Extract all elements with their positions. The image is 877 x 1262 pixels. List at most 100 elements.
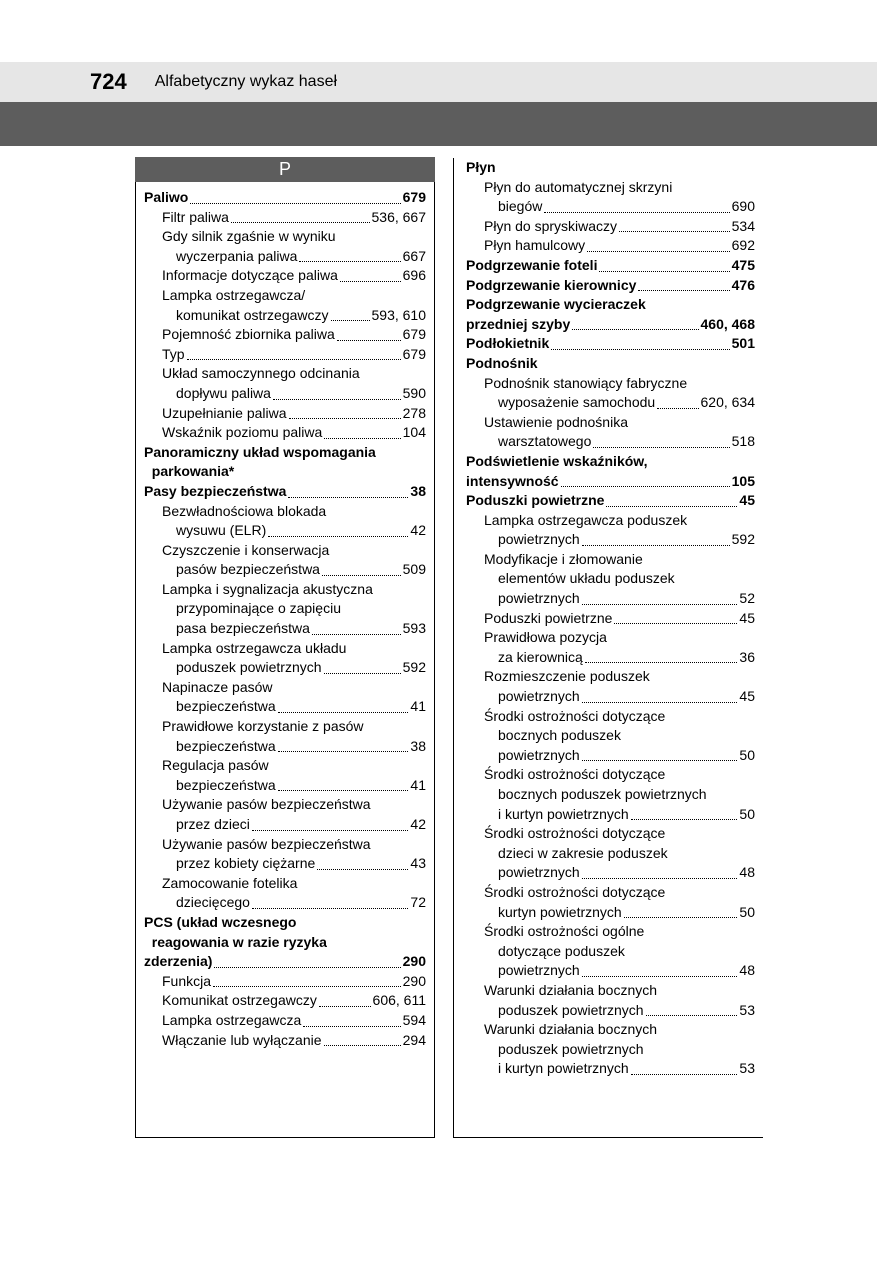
index-entry: powietrznych52 <box>466 589 755 609</box>
index-line: Ustawienie podnośnika <box>466 413 755 433</box>
index-page: 53 <box>739 1001 755 1021</box>
index-page: 38 <box>410 737 426 757</box>
index-line: Lampka ostrzegawcza układu <box>144 639 426 659</box>
index-list-left: Paliwo679Filtr paliwa536, 667Gdy silnik … <box>144 188 426 1050</box>
index-page: 518 <box>732 432 755 452</box>
index-label: wyczerpania paliwa <box>176 247 297 267</box>
index-label: powietrznych <box>498 687 580 707</box>
index-label: poduszek powietrznych <box>176 658 322 678</box>
index-page: 501 <box>732 334 755 354</box>
index-label: kurtyn powietrznych <box>498 903 622 923</box>
index-entry: Płyn hamulcowy692 <box>466 236 755 256</box>
index-page: 50 <box>739 805 755 825</box>
index-line: przypominające o zapięciu <box>144 599 426 619</box>
index-page: 679 <box>403 325 426 345</box>
index-page: 592 <box>403 658 426 678</box>
index-entry: Pojemność zbiornika paliwa679 <box>144 325 426 345</box>
index-page: 696 <box>403 266 426 286</box>
index-label: przedniej szyby <box>466 315 570 335</box>
index-entry: Włączanie lub wyłączanie294 <box>144 1031 426 1051</box>
index-page: 48 <box>739 863 755 883</box>
index-label: przez kobiety ciężarne <box>176 854 315 874</box>
index-line: Panoramiczny układ wspomagania <box>144 443 426 463</box>
index-line: Używanie pasów bezpieczeństwa <box>144 795 426 815</box>
leader-dots <box>646 1015 738 1016</box>
index-page: 41 <box>410 697 426 717</box>
index-label: Poduszki powietrzne <box>484 609 612 629</box>
index-label: Filtr paliwa <box>162 208 229 228</box>
index-page: 509 <box>403 560 426 580</box>
index-line: Prawidłowa pozycja <box>466 628 755 648</box>
leader-dots <box>214 967 400 968</box>
index-label: pasów bezpieczeństwa <box>176 560 320 580</box>
index-entry: poduszek powietrznych53 <box>466 1001 755 1021</box>
index-line: bocznych poduszek <box>466 726 755 746</box>
index-line: Podnośnik <box>466 354 755 374</box>
leader-dots <box>631 819 738 820</box>
index-page: 594 <box>403 1011 426 1031</box>
index-line: Warunki działania bocznych <box>466 981 755 1001</box>
index-line: Środki ostrożności dotyczące <box>466 883 755 903</box>
index-line: reagowania w razie ryzyka <box>144 933 426 953</box>
index-label: Podgrzewanie foteli <box>466 256 597 276</box>
index-entry: za kierownicą36 <box>466 648 755 668</box>
index-entry: bezpieczeństwa41 <box>144 776 426 796</box>
index-page: 667 <box>403 247 426 267</box>
index-page: 53 <box>739 1059 755 1079</box>
leader-dots <box>231 222 370 223</box>
index-label: bezpieczeństwa <box>176 737 276 757</box>
index-entry: powietrznych592 <box>466 530 755 550</box>
index-page: 45 <box>739 687 755 707</box>
leader-dots <box>324 438 400 439</box>
index-label: powietrznych <box>498 530 580 550</box>
leader-dots <box>278 790 409 791</box>
index-page: 590 <box>403 384 426 404</box>
index-line: Podświetlenie wskaźników, <box>466 452 755 472</box>
index-label: przez dzieci <box>176 815 250 835</box>
leader-dots <box>190 203 400 204</box>
leader-dots <box>213 986 401 987</box>
index-page: 690 <box>732 197 755 217</box>
leader-dots <box>638 290 729 291</box>
index-page: 48 <box>739 961 755 981</box>
index-entry: zderzenia)290 <box>144 952 426 972</box>
index-entry: Uzupełnianie paliwa278 <box>144 404 426 424</box>
index-entry: wyposażenie samochodu620, 634 <box>466 393 755 413</box>
index-label: Wskaźnik poziomu paliwa <box>162 423 322 443</box>
leader-dots <box>587 251 729 252</box>
page-number: 724 <box>90 69 127 95</box>
index-label: Lampka ostrzegawcza <box>162 1011 301 1031</box>
index-line: dzieci w zakresie poduszek <box>466 844 755 864</box>
index-page: 679 <box>403 188 426 208</box>
index-line: Warunki działania bocznych <box>466 1020 755 1040</box>
index-line: Rozmieszczenie poduszek <box>466 667 755 687</box>
index-line: Lampka ostrzegawcza poduszek <box>466 511 755 531</box>
index-page: 72 <box>410 893 426 913</box>
index-page: 45 <box>739 491 755 511</box>
index-entry: przez dzieci42 <box>144 815 426 835</box>
index-line: Lampka ostrzegawcza/ <box>144 286 426 306</box>
index-entry: poduszek powietrznych 592 <box>144 658 426 678</box>
index-page: 104 <box>403 423 426 443</box>
index-line: Używanie pasów bezpieczeństwa <box>144 835 426 855</box>
index-page: 593, 610 <box>372 306 427 326</box>
index-list-right: PłynPłyn do automatycznej skrzynibiegów6… <box>466 158 755 1079</box>
index-entry: powietrznych 45 <box>466 687 755 707</box>
index-line: Środki ostrożności ogólne <box>466 922 755 942</box>
leader-dots <box>317 869 408 870</box>
index-label: Poduszki powietrzne <box>466 491 604 511</box>
leader-dots <box>544 212 729 213</box>
leader-dots <box>561 486 730 487</box>
index-entry: Podgrzewanie kierownicy476 <box>466 276 755 296</box>
index-line: Podnośnik stanowiący fabryczne <box>466 374 755 394</box>
index-entry: i kurtyn powietrznych53 <box>466 1059 755 1079</box>
leader-dots <box>582 604 738 605</box>
header-title: Alfabetyczny wykaz haseł <box>155 73 337 91</box>
index-label: powietrznych <box>498 746 580 766</box>
leader-dots <box>624 917 738 918</box>
index-label: Pasy bezpieczeństwa <box>144 482 286 502</box>
index-page: 294 <box>403 1031 426 1051</box>
index-page: 593 <box>403 619 426 639</box>
index-line: Podgrzewanie wycieraczek <box>466 295 755 315</box>
index-label: wysuwu (ELR) <box>176 521 266 541</box>
